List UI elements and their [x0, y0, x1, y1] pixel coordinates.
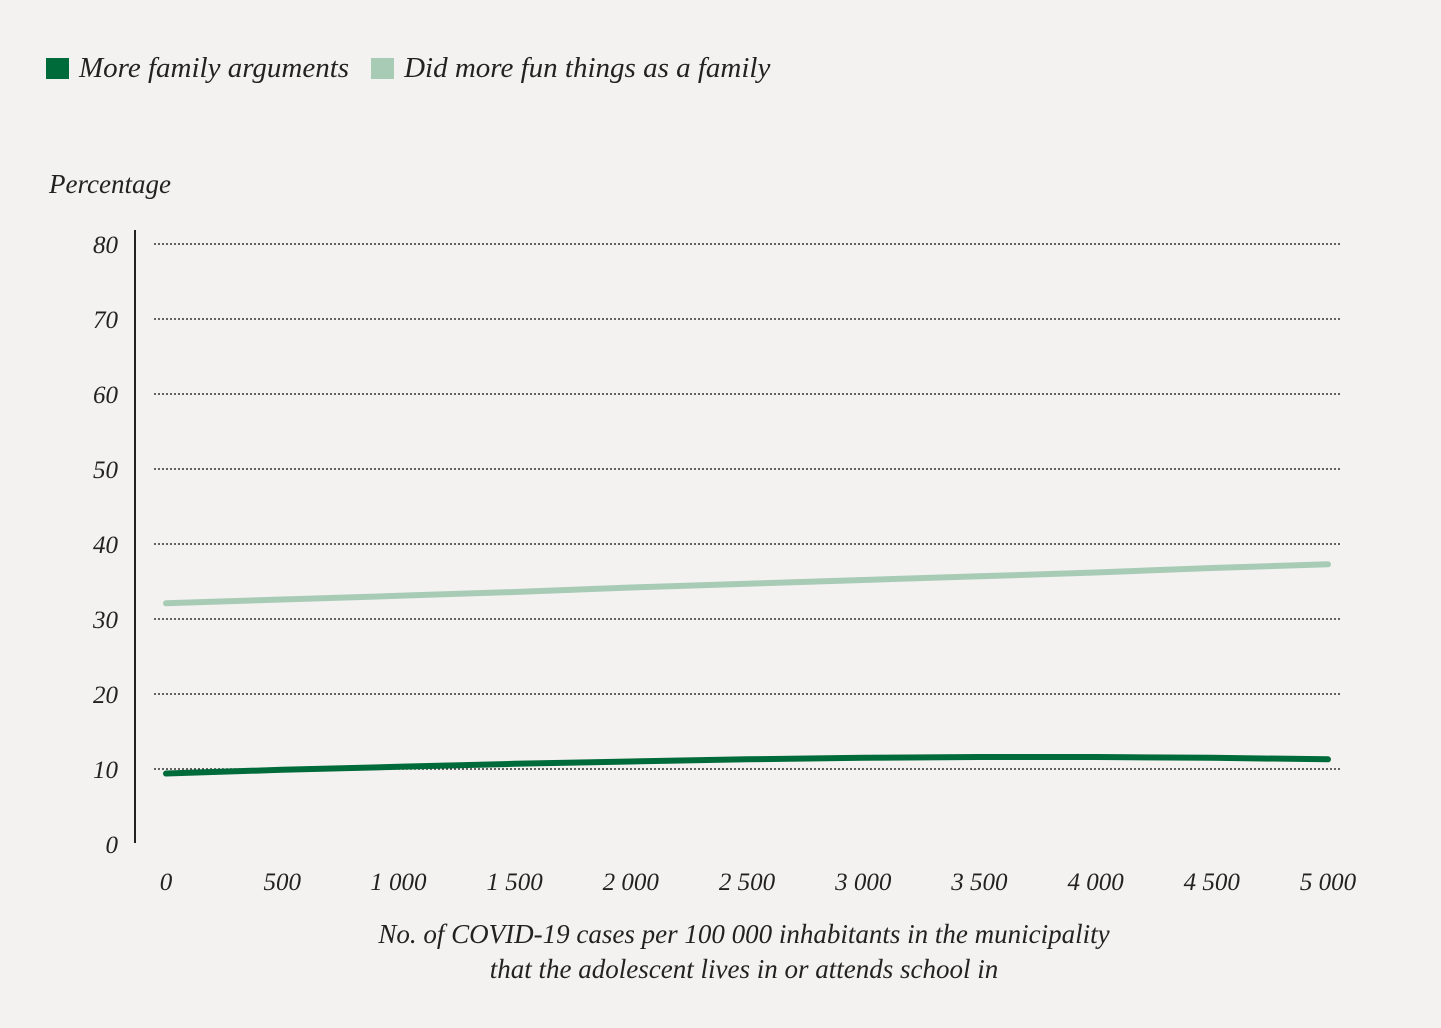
y-tick-label: 0 [106, 832, 119, 859]
y-axis-label: Percentage [48, 169, 171, 199]
legend-label: Did more fun things as a family [404, 52, 771, 84]
x-axis-label-line2: that the adolescent lives in or attends … [490, 954, 998, 984]
series-line-family-arguments [163, 754, 1331, 777]
legend-swatch [46, 58, 69, 79]
legend-swatch [371, 58, 395, 79]
x-tick-label: 4 000 [1067, 869, 1124, 896]
x-tick-label: 3 000 [834, 869, 892, 896]
x-tick-label: 1 500 [486, 869, 543, 896]
y-tick-label: 40 [93, 532, 119, 559]
x-tick-label: 500 [263, 869, 301, 896]
legend-label: More family arguments [79, 52, 350, 84]
y-tick-label: 60 [93, 382, 119, 409]
y-tick-label: 10 [93, 757, 119, 784]
x-tick-label: 0 [160, 869, 173, 896]
y-tick-label: 70 [93, 307, 119, 334]
x-tick-label: 2 500 [719, 869, 776, 896]
legend-item-fun-things: Did more fun things as a family [371, 52, 770, 85]
y-tick-label: 30 [92, 607, 119, 634]
legend-item-arguments: More family arguments [46, 52, 349, 85]
y-tick-label: 80 [93, 232, 119, 259]
x-axis-label-line1: No. of COVID-19 cases per 100 000 inhabi… [377, 919, 1109, 949]
x-tick-label: 1 000 [370, 869, 427, 896]
y-tick-label: 50 [93, 457, 119, 484]
y-tick-label: 20 [93, 682, 119, 709]
x-tick-label: 5 000 [1300, 869, 1357, 896]
x-tick-label: 3 500 [950, 869, 1008, 896]
x-tick-label: 4 500 [1184, 869, 1241, 896]
legend: More family arguments Did more fun thing… [46, 52, 792, 85]
x-tick-label: 2 000 [603, 869, 660, 896]
